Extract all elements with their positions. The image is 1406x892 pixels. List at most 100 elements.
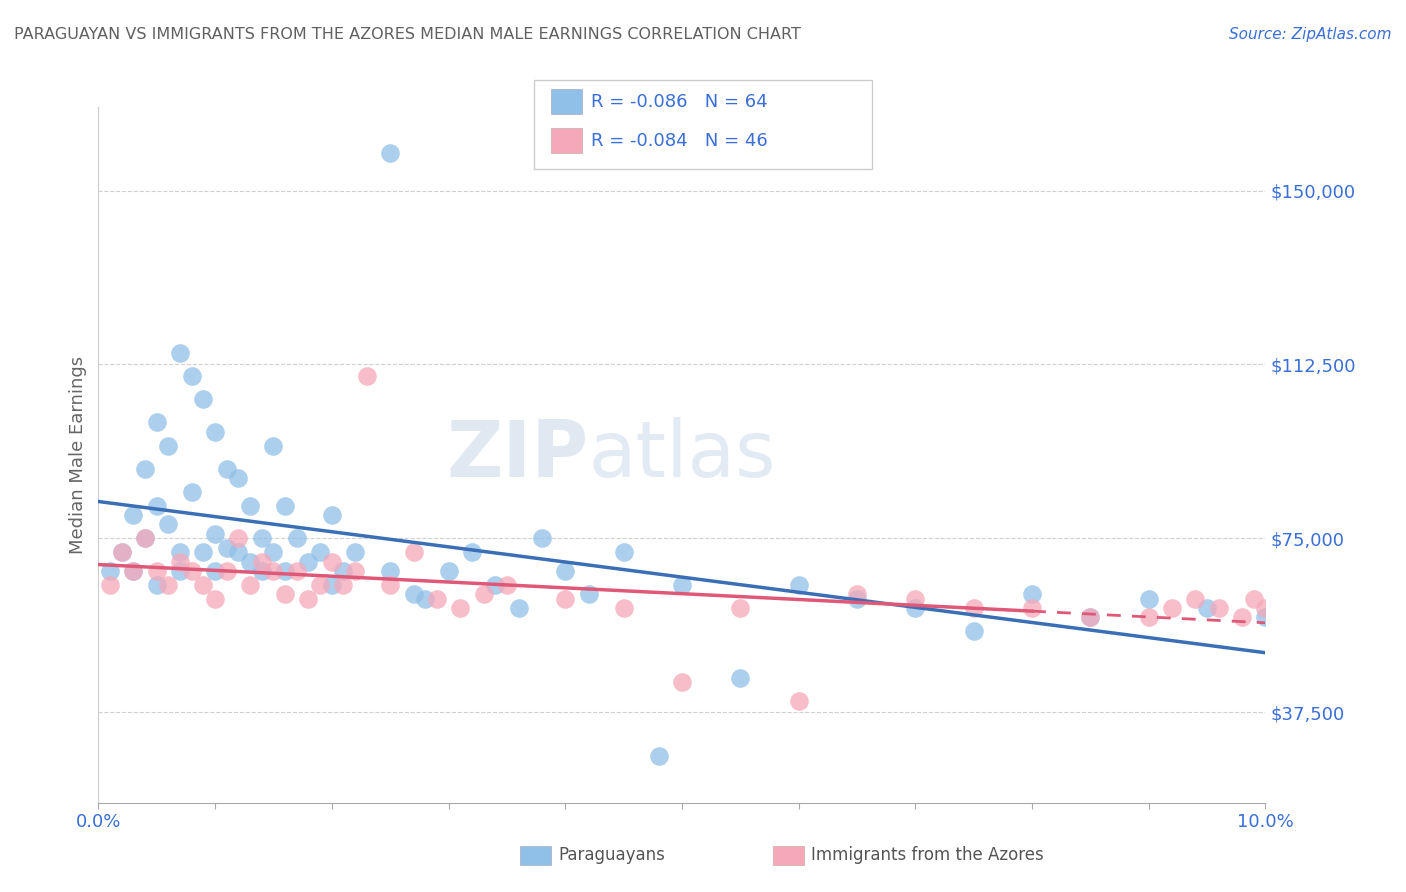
Point [122, 508, 145, 523]
Point [169, 545, 191, 559]
Point [297, 591, 319, 606]
Point [250, 555, 273, 569]
Point [204, 564, 226, 578]
Point [787, 578, 810, 592]
Text: atlas: atlas [589, 417, 776, 493]
Point [285, 532, 308, 546]
Point [204, 591, 226, 606]
Point [239, 578, 262, 592]
Y-axis label: Median Male Earnings: Median Male Earnings [69, 356, 87, 554]
Point [297, 555, 319, 569]
Point [728, 601, 751, 615]
Point [262, 564, 284, 578]
Point [332, 564, 354, 578]
Point [321, 555, 343, 569]
Point [845, 587, 868, 601]
Point [134, 532, 156, 546]
Text: ZIP: ZIP [446, 417, 589, 493]
Point [461, 545, 484, 559]
Point [962, 601, 984, 615]
Point [962, 624, 984, 639]
Point [332, 578, 354, 592]
Point [484, 578, 506, 592]
Point [274, 564, 297, 578]
Point [98, 564, 121, 578]
Point [437, 564, 460, 578]
Point [274, 587, 297, 601]
Point [321, 578, 343, 592]
Point [309, 578, 332, 592]
Point [262, 545, 284, 559]
Point [193, 392, 215, 407]
Point [530, 532, 553, 546]
Point [728, 671, 751, 685]
Point [1184, 591, 1206, 606]
Point [122, 564, 145, 578]
Point [228, 532, 250, 546]
Point [612, 545, 634, 559]
Point [146, 564, 169, 578]
Point [1137, 610, 1160, 624]
Point [321, 508, 343, 523]
Point [1080, 610, 1102, 624]
Text: Immigrants from the Azores: Immigrants from the Azores [811, 847, 1045, 864]
Point [1021, 601, 1043, 615]
Point [904, 591, 927, 606]
Point [554, 564, 576, 578]
Point [1195, 601, 1218, 615]
Point [262, 439, 284, 453]
Point [787, 694, 810, 708]
Point [215, 541, 238, 555]
Point [180, 485, 202, 500]
Point [1230, 610, 1253, 624]
Point [378, 564, 402, 578]
Point [134, 462, 156, 476]
Point [1161, 601, 1184, 615]
Point [472, 587, 495, 601]
Point [309, 545, 332, 559]
Point [98, 578, 121, 592]
Point [671, 675, 693, 690]
Point [239, 555, 262, 569]
Text: R = -0.084   N = 46: R = -0.084 N = 46 [591, 132, 768, 150]
Point [378, 146, 402, 161]
Point [356, 369, 378, 384]
Point [274, 499, 297, 513]
Point [1080, 610, 1102, 624]
Point [215, 462, 238, 476]
Point [1021, 587, 1043, 601]
Point [122, 564, 145, 578]
Text: PARAGUAYAN VS IMMIGRANTS FROM THE AZORES MEDIAN MALE EARNINGS CORRELATION CHART: PARAGUAYAN VS IMMIGRANTS FROM THE AZORES… [14, 27, 801, 42]
Point [495, 578, 517, 592]
Point [845, 591, 868, 606]
Point [193, 545, 215, 559]
Point [146, 578, 169, 592]
Point [111, 545, 134, 559]
Point [612, 601, 634, 615]
Point [554, 591, 576, 606]
Point [344, 564, 367, 578]
Point [508, 601, 530, 615]
Point [250, 532, 273, 546]
Point [578, 587, 600, 601]
Point [402, 545, 425, 559]
Point [671, 578, 693, 592]
Text: Source: ZipAtlas.com: Source: ZipAtlas.com [1229, 27, 1392, 42]
Point [180, 564, 202, 578]
Point [402, 587, 425, 601]
Point [413, 591, 436, 606]
Point [647, 749, 669, 764]
Point [228, 471, 250, 485]
Point [169, 346, 191, 360]
Text: Paraguayans: Paraguayans [558, 847, 665, 864]
Point [180, 369, 202, 384]
Point [344, 545, 367, 559]
Point [157, 517, 180, 532]
Point [111, 545, 134, 559]
Point [157, 439, 180, 453]
Point [250, 564, 273, 578]
Point [193, 578, 215, 592]
Point [169, 555, 191, 569]
Point [215, 564, 238, 578]
Point [1137, 591, 1160, 606]
